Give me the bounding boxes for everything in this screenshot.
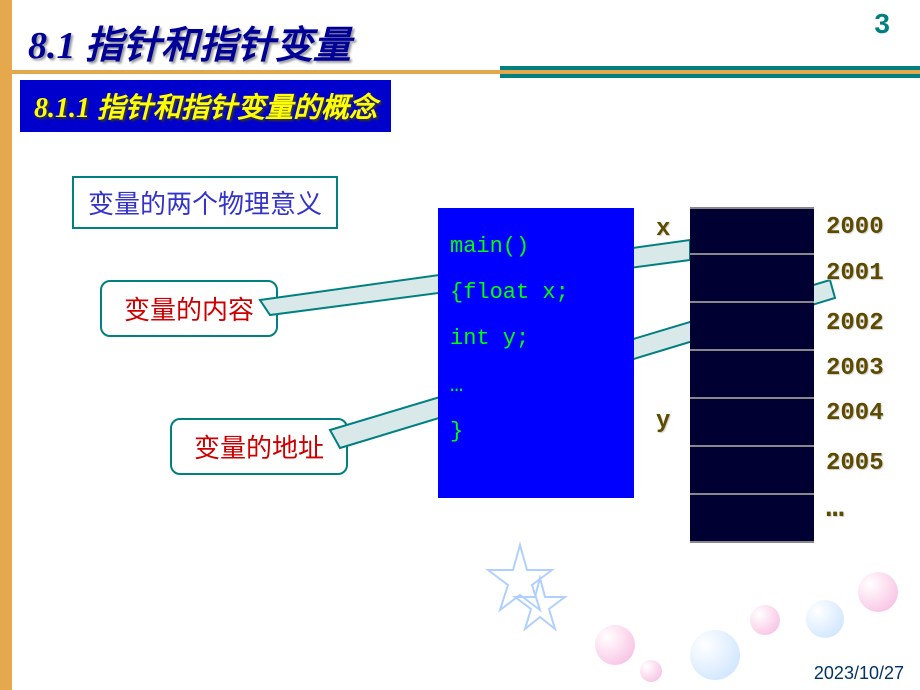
address-label: 2004 <box>826 400 884 427</box>
memory-cell <box>690 207 814 255</box>
memory-cell <box>690 399 814 447</box>
memory-cell <box>690 255 814 303</box>
address-label: … <box>826 492 844 526</box>
memory-cell <box>690 351 814 399</box>
bubble-decor <box>690 630 740 680</box>
code-line-5: } <box>450 409 622 455</box>
code-line-4: … <box>450 363 622 409</box>
memory-cell <box>690 495 814 543</box>
bubble-decor <box>750 605 780 635</box>
bubble-decor <box>806 600 844 638</box>
address-label: 2000 <box>826 214 884 241</box>
subtitle-text: 8.1.1 指针和指针变量的概念 <box>34 93 377 124</box>
code-line-3: int y; <box>450 316 622 362</box>
memory-cell <box>690 303 814 351</box>
meaning-box: 变量的两个物理意义 <box>72 176 338 229</box>
bubble-decor <box>640 660 662 682</box>
address-label: 2001 <box>826 260 884 287</box>
code-box: main() {float x; int y; … } <box>438 208 634 498</box>
bubble-decor <box>595 625 635 665</box>
address-label: 2002 <box>826 310 884 337</box>
subtitle-box: 8.1.1 指针和指针变量的概念 <box>20 80 391 132</box>
callout-content: 变量的内容 <box>100 280 278 337</box>
code-line-2: {float x; <box>450 270 622 316</box>
callout-address: 变量的地址 <box>170 418 348 475</box>
star-decor <box>510 575 570 635</box>
memory-cell <box>690 447 814 495</box>
var-label-y: y <box>656 408 670 435</box>
title-underline-orange <box>12 70 920 74</box>
var-label-x: x <box>656 216 670 243</box>
main-title: 8.1 指针和指针变量 <box>28 14 351 69</box>
bubble-decor <box>858 572 898 612</box>
address-label: 2005 <box>826 450 884 477</box>
page-number: 3 <box>874 8 890 40</box>
date-stamp: 2023/10/27 <box>814 663 904 684</box>
address-label: 2003 <box>826 355 884 382</box>
memory-table <box>690 207 814 543</box>
side-accent-bar <box>0 0 12 690</box>
code-line-1: main() <box>450 224 622 270</box>
